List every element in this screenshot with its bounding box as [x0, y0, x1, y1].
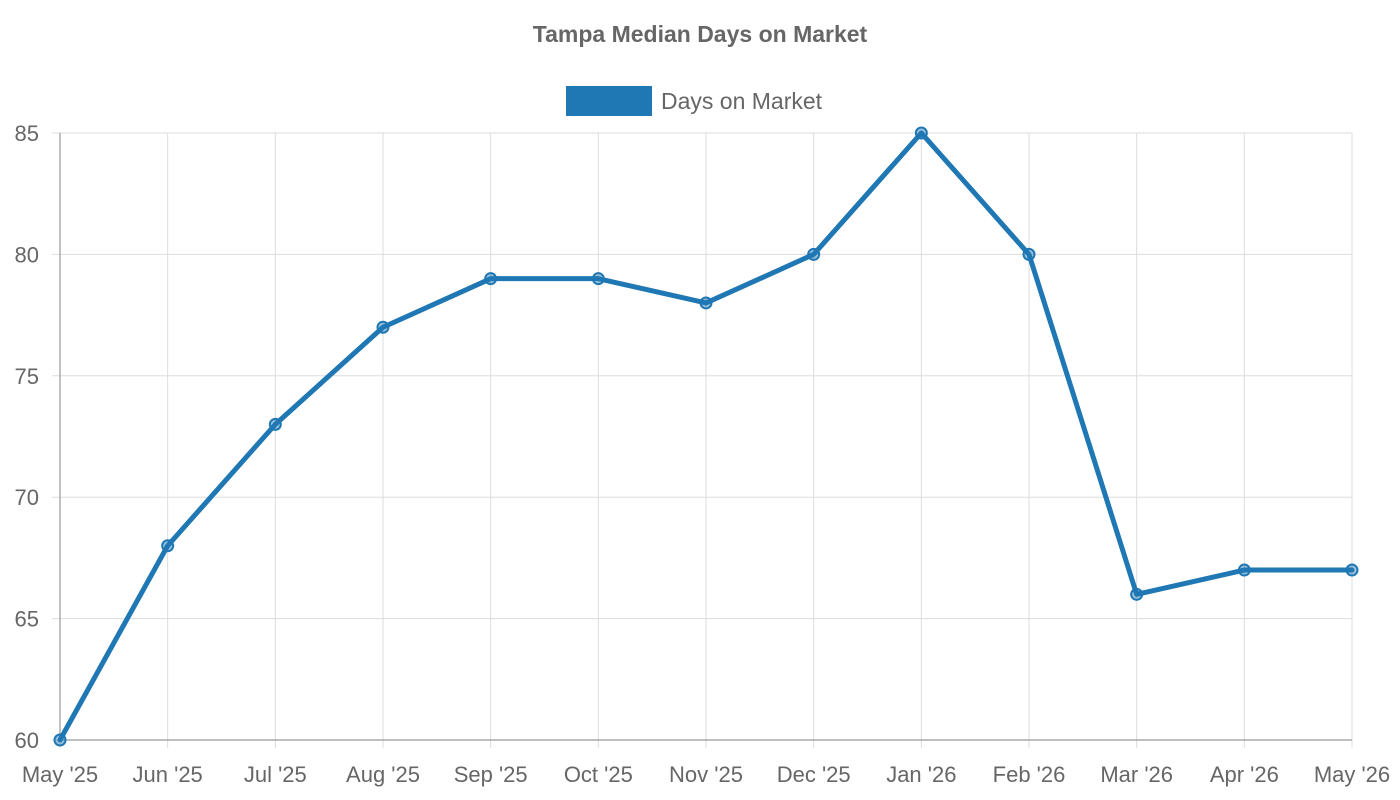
data-point[interactable]: [1022, 247, 1036, 261]
data-point[interactable]: [161, 539, 175, 553]
x-tick-label: Feb '26: [993, 762, 1066, 787]
data-point[interactable]: [53, 733, 67, 747]
y-tick-label: 65: [15, 607, 39, 632]
data-point[interactable]: [807, 247, 821, 261]
data-point[interactable]: [1345, 563, 1359, 577]
series-days-on-market: [53, 126, 1359, 747]
legend[interactable]: Days on Market: [566, 86, 823, 116]
chart-title: Tampa Median Days on Market: [533, 21, 868, 47]
data-point[interactable]: [591, 272, 605, 286]
data-point[interactable]: [1130, 587, 1144, 601]
x-tick-label: Jul '25: [244, 762, 307, 787]
y-tick-label: 85: [15, 121, 39, 146]
data-point[interactable]: [268, 417, 282, 431]
y-tick-label: 80: [15, 242, 39, 267]
x-tick-label: Jun '25: [133, 762, 203, 787]
data-point[interactable]: [914, 126, 928, 140]
x-tick-label: Apr '26: [1210, 762, 1279, 787]
series-line: [57, 130, 1355, 743]
x-tick-label: Jan '26: [886, 762, 956, 787]
x-tick-label: Aug '25: [346, 762, 420, 787]
legend-swatch: [566, 86, 652, 116]
x-tick-label: Dec '25: [777, 762, 851, 787]
y-tick-label: 60: [15, 728, 39, 753]
x-tick-label: Oct '25: [564, 762, 633, 787]
y-axis-ticks: 60 65 70 75 80 85: [15, 121, 39, 753]
legend-label: Days on Market: [661, 88, 823, 114]
x-tick-label: Mar '26: [1100, 762, 1173, 787]
y-tick-label: 75: [15, 364, 39, 389]
x-tick-label: May '26: [1314, 762, 1390, 787]
data-point[interactable]: [484, 272, 498, 286]
y-tick-label: 70: [15, 485, 39, 510]
data-point[interactable]: [699, 296, 713, 310]
x-axis-ticks: May '25 Jun '25 Jul '25 Aug '25 Sep '25 Oct '…: [22, 762, 1390, 787]
x-tick-label: May '25: [22, 762, 98, 787]
data-point[interactable]: [1237, 563, 1251, 577]
data-point[interactable]: [376, 320, 390, 334]
grid: [52, 132, 1353, 748]
axes: [59, 133, 1352, 741]
x-tick-label: Nov '25: [669, 762, 743, 787]
x-tick-label: Sep '25: [454, 762, 528, 787]
